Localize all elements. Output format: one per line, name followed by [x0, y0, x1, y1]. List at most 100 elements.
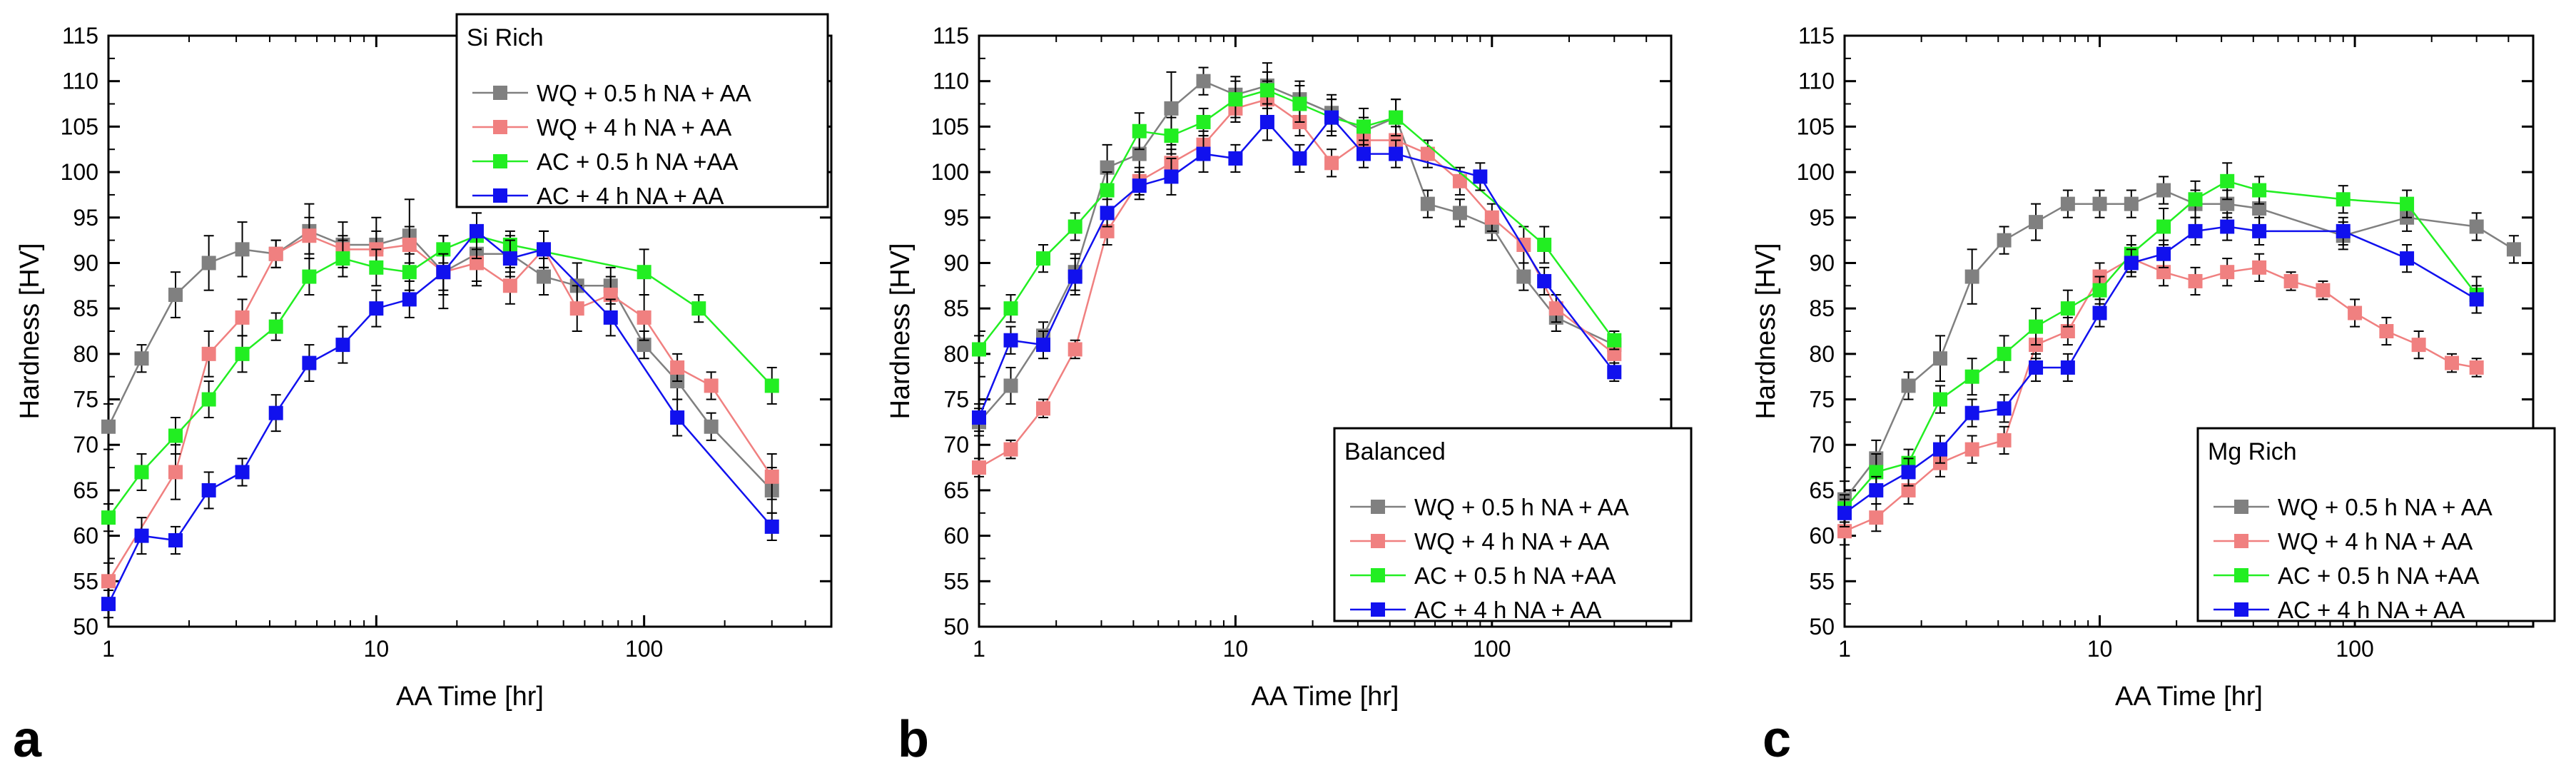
data-point — [1997, 346, 2012, 361]
data-point — [134, 465, 149, 480]
data-point — [2469, 360, 2484, 375]
legend-item: AC + 0.5 h NA +AA — [2214, 562, 2480, 589]
data-point — [537, 242, 552, 257]
data-point — [2060, 301, 2075, 316]
legend-label: AC + 0.5 h NA +AA — [1414, 562, 1616, 589]
y-tick-label: 90 — [1809, 250, 1835, 276]
data-point — [2124, 256, 2139, 271]
data-point — [502, 251, 517, 266]
data-point — [2188, 223, 2203, 238]
data-point — [2188, 273, 2203, 288]
legend-item: AC + 4 h NA + AA — [1350, 597, 1601, 623]
y-tick-label: 80 — [73, 341, 98, 367]
data-point — [369, 260, 384, 275]
data-point — [2029, 319, 2044, 334]
data-point — [302, 228, 317, 243]
legend-title: Balanced — [1344, 438, 1446, 465]
data-point — [1932, 392, 1947, 407]
x-tick-label: 10 — [1223, 636, 1249, 662]
data-point — [436, 242, 451, 257]
y-tick-label: 50 — [1809, 614, 1835, 640]
data-point — [1997, 433, 2012, 448]
data-point — [2060, 324, 2075, 338]
y-axis-label: Hardness [HV] — [886, 243, 916, 419]
data-point — [1228, 92, 1243, 107]
data-point — [1389, 146, 1404, 161]
data-point — [1537, 237, 1552, 252]
data-point — [2029, 215, 2044, 230]
data-point — [2092, 283, 2107, 298]
legend-label: WQ + 0.5 h NA + AA — [1414, 494, 1629, 520]
legend-title: Si Rich — [467, 24, 544, 51]
data-point — [704, 419, 719, 434]
series-ac-4-h-na-aa — [1837, 212, 2484, 527]
data-point — [268, 405, 283, 420]
data-point — [2252, 223, 2267, 238]
y-tick-label: 85 — [73, 295, 98, 321]
data-point — [134, 351, 149, 366]
data-point — [1228, 151, 1243, 166]
legend: Mg Rich WQ + 0.5 h NA + AA WQ + 4 h NA + A… — [2196, 427, 2556, 623]
data-point — [2506, 242, 2521, 257]
data-point — [1901, 483, 1916, 497]
data-point — [502, 278, 517, 293]
data-point — [1837, 505, 1852, 520]
data-point — [2156, 219, 2171, 234]
legend-frame — [455, 13, 829, 208]
y-tick-label: 60 — [943, 523, 969, 549]
legend-label: AC + 4 h NA + AA — [1414, 597, 1601, 623]
legend-label: WQ + 0.5 h NA + AA — [537, 80, 751, 106]
data-point — [1420, 196, 1435, 211]
y-tick-label: 50 — [943, 614, 969, 640]
y-tick-label: 70 — [1809, 432, 1835, 458]
data-point — [1196, 115, 1211, 130]
data-point — [1356, 119, 1371, 134]
y-tick-label: 95 — [943, 205, 969, 231]
y-tick-label: 90 — [73, 250, 98, 276]
data-point — [1389, 110, 1404, 125]
data-point — [2156, 183, 2171, 198]
y-tick-label: 75 — [943, 387, 969, 413]
legend-marker — [493, 120, 507, 134]
legend-marker — [2234, 568, 2248, 582]
data-point — [1132, 178, 1147, 193]
data-point — [335, 251, 350, 266]
data-point — [168, 428, 183, 443]
legend-label: AC + 4 h NA + AA — [2278, 597, 2465, 623]
y-tick-label: 65 — [1809, 478, 1835, 503]
data-point — [201, 483, 216, 497]
y-tick-label: 90 — [943, 250, 969, 276]
panel-letter: c — [1763, 711, 1791, 768]
data-point — [2252, 201, 2267, 216]
data-point — [1324, 110, 1339, 125]
legend-marker — [493, 188, 507, 203]
y-tick-label: 115 — [1798, 23, 1835, 49]
legend-marker — [493, 86, 507, 100]
y-tick-label: 100 — [1797, 159, 1835, 185]
data-point — [2336, 223, 2351, 238]
data-point — [1837, 524, 1852, 539]
data-point — [469, 223, 484, 238]
data-point — [1484, 210, 1499, 225]
y-tick-label: 110 — [1798, 69, 1835, 94]
data-point — [569, 301, 584, 316]
legend-label: WQ + 0.5 h NA + AA — [2278, 494, 2493, 520]
data-point — [1292, 151, 1307, 166]
data-point — [1537, 273, 1552, 288]
y-tick-label: 75 — [73, 387, 98, 413]
data-point — [302, 355, 317, 370]
data-point — [1607, 365, 1622, 380]
data-point — [1607, 333, 1622, 348]
y-tick-label: 100 — [931, 159, 969, 185]
legend-frame — [2196, 427, 2556, 622]
data-point — [101, 419, 116, 434]
y-tick-label: 95 — [73, 205, 98, 231]
data-point — [2092, 196, 2107, 211]
y-tick-label: 80 — [943, 341, 969, 367]
legend-item: WQ + 4 h NA + AA — [2214, 528, 2473, 555]
data-point — [201, 392, 216, 407]
x-tick-label: 1 — [1838, 636, 1851, 662]
y-axis-label: Hardness [HV] — [1751, 243, 1781, 419]
